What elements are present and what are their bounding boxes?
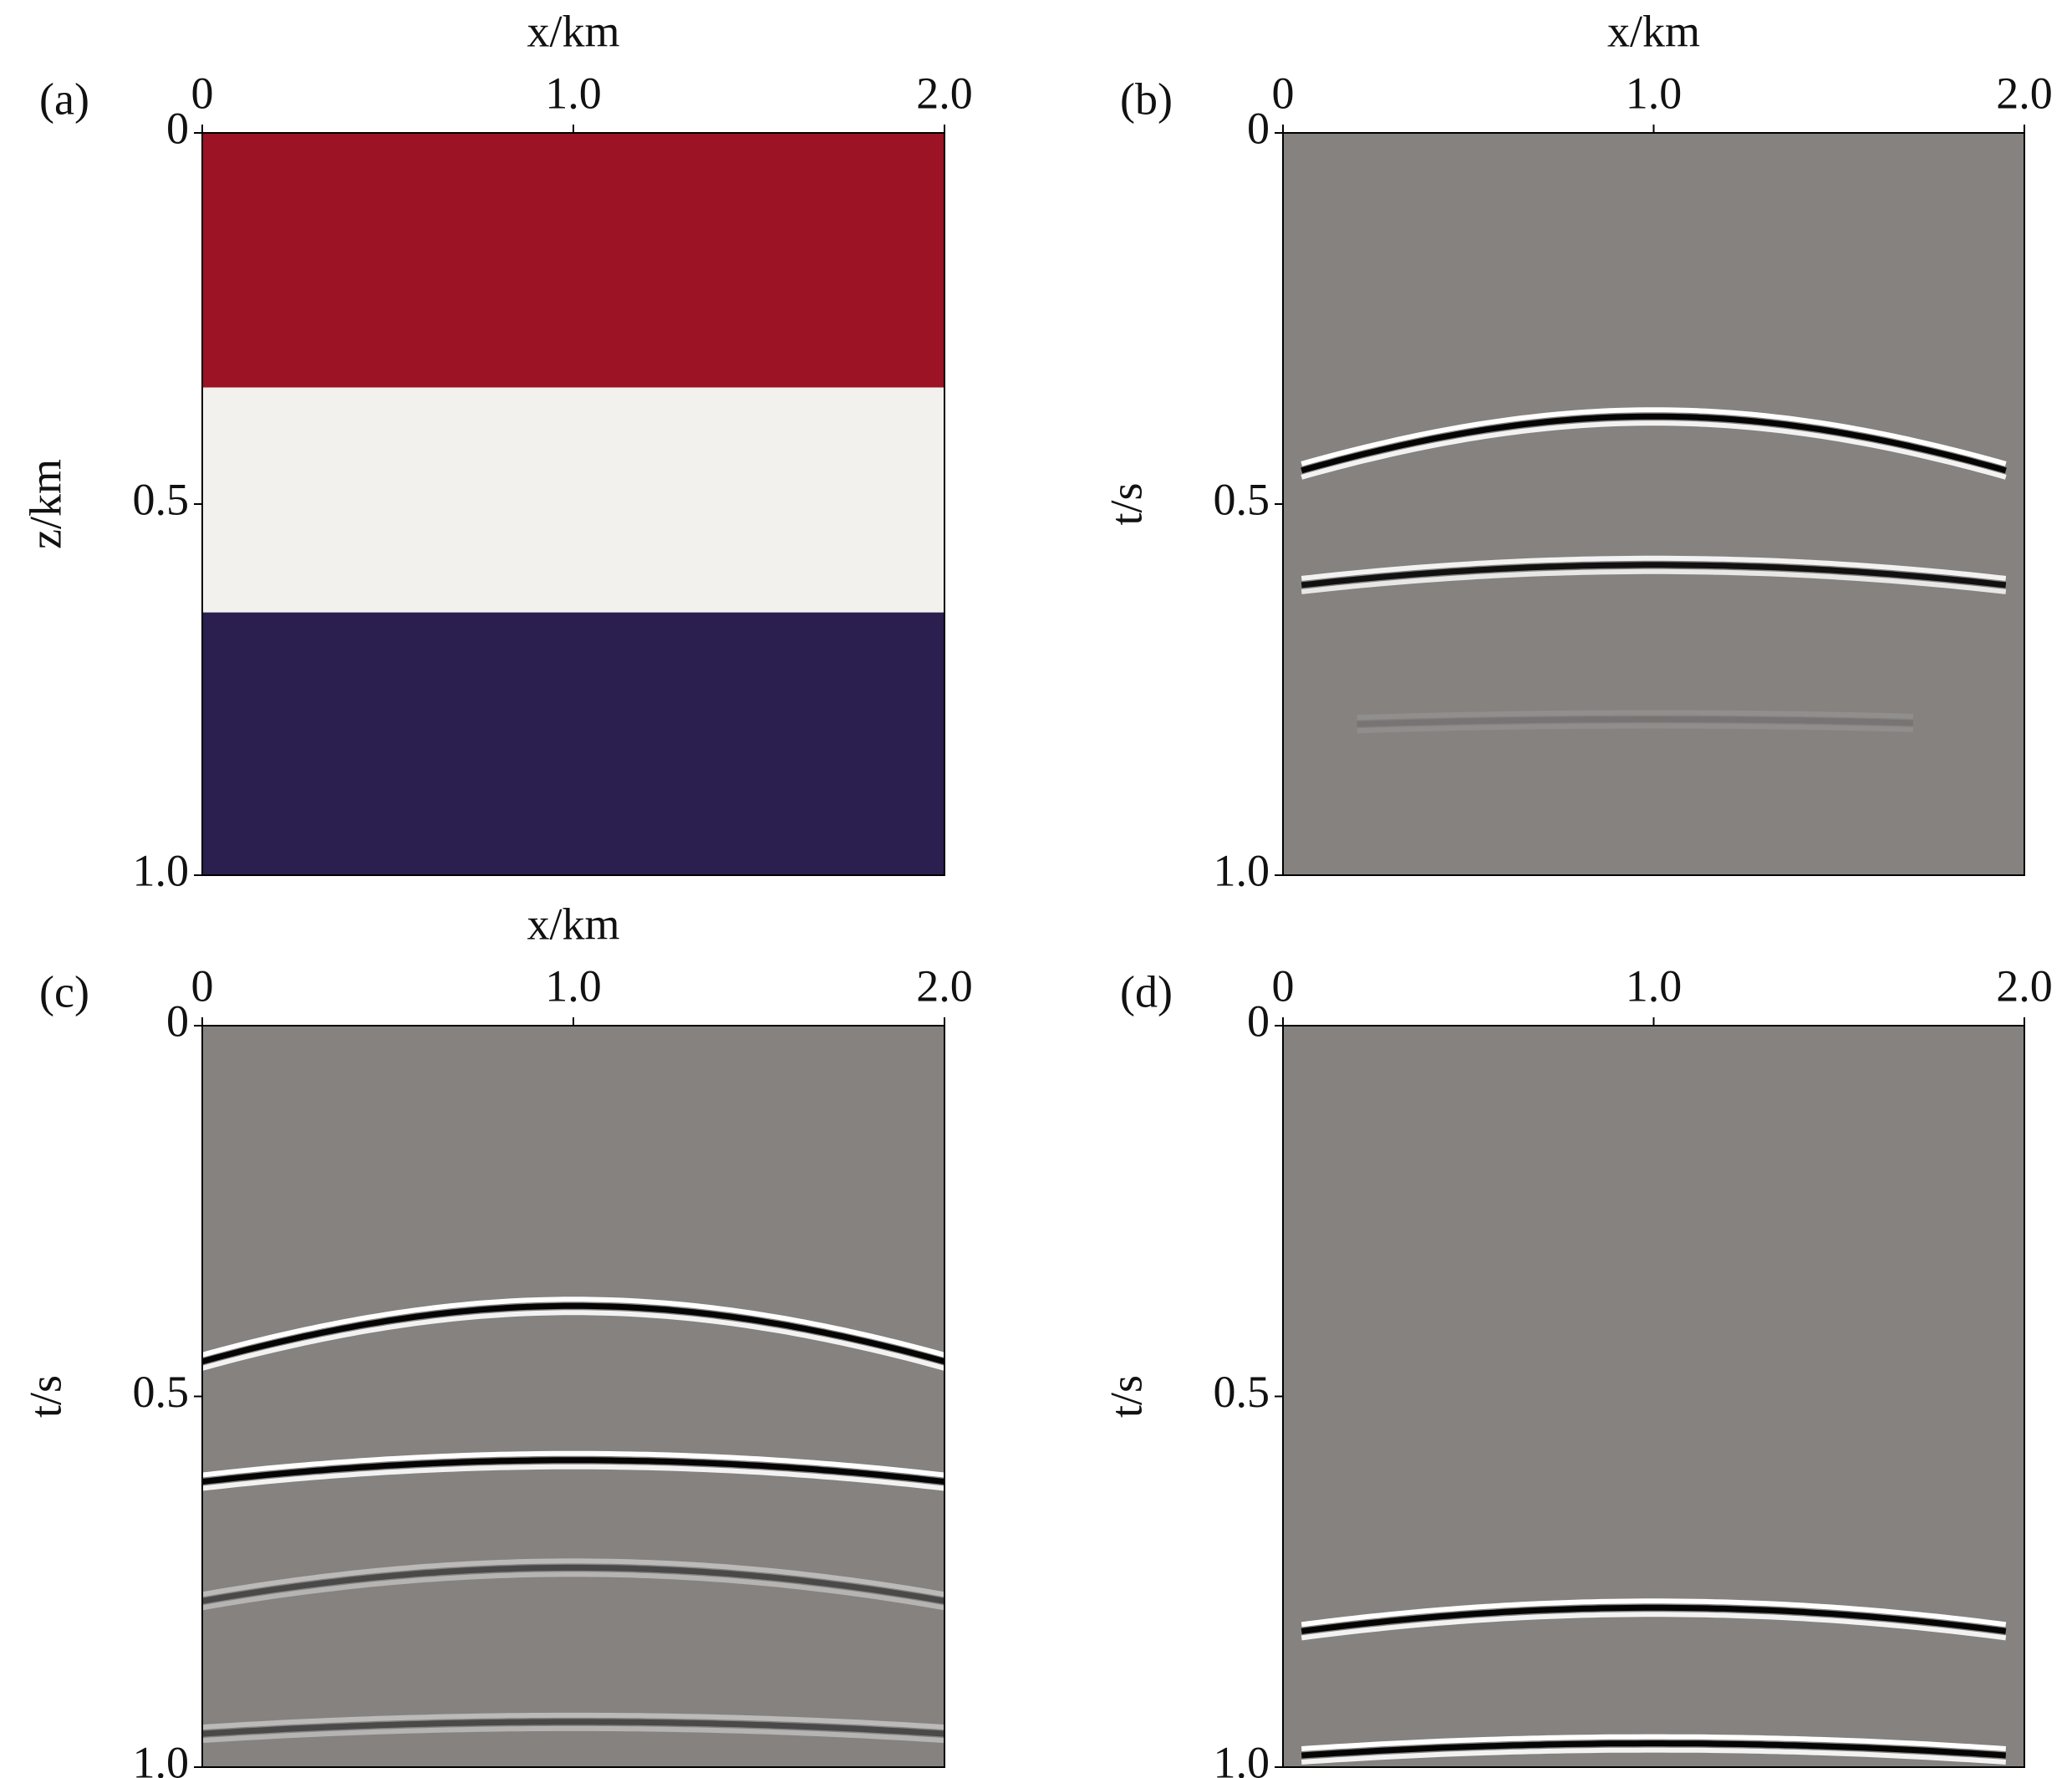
panel-label: (b) (1120, 74, 1173, 124)
event-white-above (202, 1712, 944, 1730)
x-axis-label: x/km (527, 899, 619, 949)
x-tick-label: 2.0 (916, 960, 973, 1011)
panel: 0 1.0 2.0 0 0.5 1.0 x/km t/s (c) (20, 899, 972, 1778)
event-white-below (1301, 1747, 2006, 1765)
x-tick-label: 2.0 (1996, 960, 2053, 1011)
x-tick-label: 0 (191, 960, 214, 1011)
x-tick-label: 0 (1272, 960, 1295, 1011)
plot-area (202, 1026, 944, 1767)
event (1301, 1604, 2007, 1634)
event (1301, 1734, 2007, 1765)
x-tick-label: 1.0 (545, 68, 602, 118)
event (202, 1564, 944, 1604)
x-tick-label: 2.0 (1996, 68, 2053, 118)
plot-area (1283, 1026, 2024, 1767)
y-tick-label: 0.5 (1214, 1367, 1270, 1417)
y-tick-label: 1.0 (1214, 845, 1270, 895)
layer (202, 387, 944, 613)
x-tick-label: 1.0 (1626, 68, 1683, 118)
y-axis-label: t/s (1101, 482, 1151, 525)
event (1301, 1740, 2007, 1759)
event-white-above (202, 1558, 944, 1597)
event-white-above (1301, 555, 2007, 581)
event-white-above (1301, 1598, 2007, 1628)
y-tick-label: 0 (1247, 103, 1270, 153)
event (202, 1297, 944, 1371)
y-tick-label: 0.5 (1214, 474, 1270, 524)
x-tick-label: 2.0 (916, 68, 973, 118)
event (202, 1302, 944, 1365)
layer (202, 133, 944, 388)
plot-area (202, 133, 944, 875)
event-white-below (1301, 568, 2007, 594)
y-axis-label: z/km (20, 459, 70, 549)
y-tick-label: 0 (166, 996, 189, 1046)
x-axis-label: x/km (527, 6, 619, 56)
panel: 0 1.0 2.0 0 0.5 1.0 x/km z/km (a) (20, 6, 972, 895)
panel-label: (a) (39, 74, 89, 124)
panel-label: (c) (39, 966, 89, 1016)
background (1283, 1026, 2024, 1767)
layer (202, 612, 944, 875)
event-white-below (202, 1725, 944, 1744)
event (202, 1558, 944, 1611)
event-white-below (202, 1464, 944, 1491)
event (1301, 407, 2007, 480)
x-tick-label: 0 (1272, 68, 1295, 118)
event (202, 1457, 944, 1485)
y-tick-label: 1.0 (1214, 1737, 1270, 1778)
event (1357, 716, 1913, 727)
x-tick-label: 1.0 (545, 960, 602, 1011)
panel-label: (d) (1120, 966, 1173, 1016)
event (202, 1450, 944, 1491)
event (202, 1712, 944, 1744)
event-white-above (1301, 1734, 2006, 1751)
event-white-above (202, 1450, 944, 1478)
event (1301, 562, 2007, 588)
event-white-above (1357, 710, 1913, 721)
panel: 0 1.0 2.0 0 0.5 1.0 t/s (d) (1101, 960, 2052, 1778)
background (202, 1026, 944, 1767)
y-axis-label: t/s (20, 1375, 70, 1418)
event-white-below (1301, 1612, 2007, 1641)
y-tick-label: 0 (166, 103, 189, 153)
event-white-below (1357, 723, 1913, 734)
event-white-above (202, 1297, 944, 1358)
y-tick-label: 0.5 (133, 474, 190, 524)
event (1301, 1598, 2007, 1641)
event (1357, 710, 1913, 734)
panel: 0 1.0 2.0 0 0.5 1.0 x/km t/s (b) (1101, 6, 2052, 895)
y-tick-label: 0.5 (133, 1367, 190, 1417)
event-white-below (1301, 420, 2007, 480)
y-tick-label: 1.0 (133, 1737, 190, 1778)
event (1301, 555, 2007, 594)
x-tick-label: 0 (191, 68, 214, 118)
event-white-above (1301, 407, 2007, 466)
event-white-below (202, 1572, 944, 1611)
y-axis-label: t/s (1101, 1375, 1151, 1418)
plot-area (1283, 133, 2024, 875)
background (1283, 133, 2024, 875)
y-tick-label: 1.0 (133, 845, 190, 895)
x-tick-label: 1.0 (1626, 960, 1683, 1011)
event (1301, 413, 2007, 474)
event (202, 1719, 944, 1737)
event-white-below (202, 1310, 944, 1371)
y-tick-label: 0 (1247, 996, 1270, 1046)
x-axis-label: x/km (1607, 6, 1700, 56)
